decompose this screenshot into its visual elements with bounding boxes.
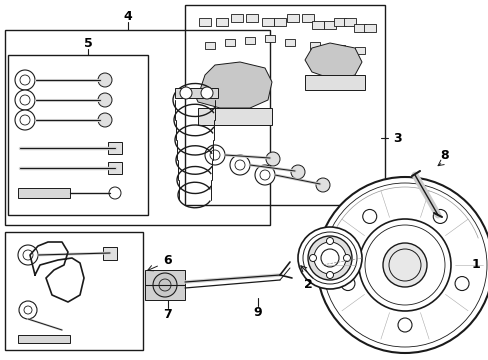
Polygon shape — [305, 75, 364, 90]
Bar — [264, 35, 274, 42]
Polygon shape — [198, 108, 271, 125]
Text: 5: 5 — [83, 36, 92, 50]
Circle shape — [15, 90, 35, 110]
Bar — [216, 18, 227, 26]
Circle shape — [98, 73, 112, 87]
Text: 6: 6 — [163, 253, 172, 266]
Circle shape — [343, 255, 350, 261]
Text: 9: 9 — [253, 306, 262, 319]
Text: 3: 3 — [393, 131, 402, 144]
Circle shape — [180, 87, 192, 99]
Bar — [5, 232, 142, 350]
Bar — [286, 14, 298, 22]
Circle shape — [229, 155, 249, 175]
Circle shape — [19, 301, 37, 319]
Bar — [334, 45, 345, 52]
Circle shape — [201, 87, 213, 99]
Circle shape — [340, 276, 354, 291]
Circle shape — [326, 271, 333, 279]
Bar — [273, 18, 285, 26]
Circle shape — [153, 273, 177, 297]
Polygon shape — [195, 62, 271, 108]
Bar — [230, 14, 243, 22]
Bar — [244, 37, 254, 44]
Text: 2: 2 — [303, 279, 312, 292]
Circle shape — [18, 245, 38, 265]
Circle shape — [307, 236, 351, 280]
Circle shape — [362, 210, 376, 224]
Circle shape — [290, 165, 305, 179]
Bar — [199, 18, 210, 26]
Circle shape — [397, 318, 411, 332]
Bar — [184, 5, 384, 205]
Polygon shape — [18, 335, 70, 343]
Circle shape — [326, 238, 333, 244]
Bar — [311, 21, 324, 29]
Circle shape — [313, 242, 346, 274]
Bar — [262, 18, 273, 26]
Circle shape — [204, 145, 224, 165]
Bar — [103, 247, 117, 260]
Text: 1: 1 — [470, 258, 479, 271]
Circle shape — [315, 178, 329, 192]
Circle shape — [98, 93, 112, 107]
Bar — [224, 39, 235, 46]
Text: 4: 4 — [123, 9, 132, 23]
Circle shape — [454, 276, 468, 291]
Circle shape — [309, 255, 316, 261]
Bar — [324, 21, 335, 29]
Bar — [204, 42, 215, 49]
Bar — [245, 14, 258, 22]
Bar — [5, 30, 269, 225]
Bar — [343, 18, 355, 26]
Circle shape — [265, 152, 280, 166]
Bar — [108, 162, 122, 174]
Bar — [354, 47, 364, 54]
Bar — [302, 14, 313, 22]
Bar — [108, 142, 122, 154]
Bar — [8, 55, 148, 215]
Circle shape — [98, 113, 112, 127]
Bar — [353, 24, 365, 32]
Circle shape — [432, 210, 447, 224]
Circle shape — [15, 110, 35, 130]
Text: 7: 7 — [163, 309, 172, 321]
Bar — [285, 39, 294, 46]
Polygon shape — [175, 88, 218, 98]
Polygon shape — [145, 270, 184, 300]
Bar — [363, 24, 375, 32]
Ellipse shape — [303, 232, 356, 284]
Ellipse shape — [297, 227, 361, 289]
Circle shape — [254, 165, 274, 185]
Polygon shape — [305, 43, 361, 80]
Text: 8: 8 — [440, 149, 448, 162]
Bar — [333, 18, 346, 26]
Circle shape — [382, 243, 426, 287]
Circle shape — [316, 177, 488, 353]
Polygon shape — [18, 188, 70, 198]
Circle shape — [15, 70, 35, 90]
Bar — [309, 42, 319, 49]
Circle shape — [109, 187, 121, 199]
